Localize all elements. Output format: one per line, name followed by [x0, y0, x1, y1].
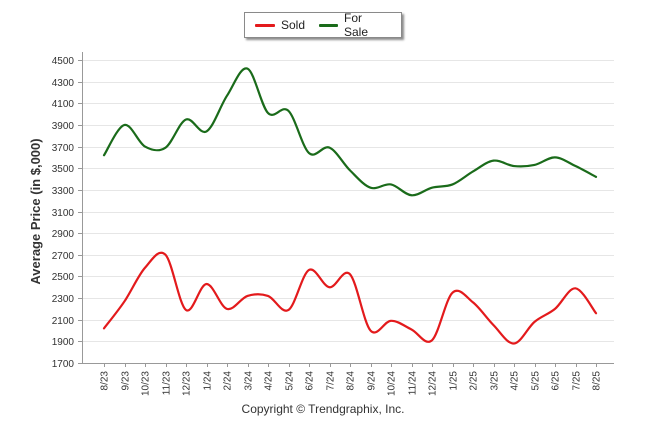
x-tick-label: 3/24 [244, 371, 255, 391]
x-tick-label: 8/24 [346, 371, 357, 391]
x-tick-label: 2/25 [469, 371, 480, 391]
y-tick-label: 2700 [52, 251, 75, 262]
x-tick-label: 5/25 [531, 371, 542, 391]
series-line-for-sale [102, 67, 598, 197]
x-tick-labels: 8/23 9/23 10/23 11/23 12/23 1/24 2/24 3/24 4/24 5… [100, 371, 603, 396]
y-tick-label: 2900 [52, 229, 75, 240]
y-tick-labels: 1700 1900 2100 2300 2500 2700 2900 3100 3300 3500… [52, 56, 75, 370]
y-tick-label: 3700 [52, 143, 75, 154]
x-tick-label: 3/25 [490, 371, 501, 391]
y-tick-label: 4300 [52, 78, 75, 89]
axes [78, 52, 614, 367]
x-tick-label: 6/25 [551, 371, 562, 391]
legend-label-sold: Sold [281, 18, 306, 32]
legend-label-for-sale: For Sale [344, 11, 369, 39]
y-tick-label: 4500 [52, 56, 75, 67]
y-tick-label: 2500 [52, 272, 75, 283]
x-tick-label: 4/24 [264, 371, 275, 391]
x-tick-label: 12/24 [428, 371, 439, 396]
x-tick-label: 11/23 [162, 371, 173, 396]
legend-item-for-sale[interactable]: For Sale [319, 11, 387, 39]
x-tick-label: 6/24 [305, 371, 316, 391]
grid-lines [82, 60, 614, 364]
legend-swatch-sold [255, 23, 275, 27]
x-tick-label: 8/25 [592, 371, 603, 391]
y-tick-label: 3100 [52, 208, 75, 219]
x-tick-label: 7/25 [572, 371, 583, 391]
y-tick-label: 4100 [52, 99, 75, 110]
x-tick-label: 8/23 [100, 371, 111, 391]
copyright-text: Copyright © Trendgraphix, Inc. [241, 402, 405, 416]
series-line-sold [102, 251, 598, 345]
y-tick-label: 2100 [52, 316, 75, 327]
x-tick-label: 5/24 [285, 371, 296, 391]
x-tick-label: 7/24 [326, 371, 337, 391]
x-tick-label: 1/24 [203, 371, 214, 391]
legend-swatch-for-sale [319, 23, 338, 27]
y-axis-label: Average Price (in $,000) [28, 138, 43, 284]
y-tick-label: 3500 [52, 164, 75, 175]
x-tick-label: 9/24 [367, 371, 378, 391]
x-tick-label: 2/24 [223, 371, 234, 391]
x-tick-label: 10/23 [141, 371, 152, 396]
x-tick-label: 1/25 [449, 371, 460, 391]
legend-item-sold[interactable]: Sold [255, 18, 305, 32]
x-tick-label: 4/25 [510, 371, 521, 391]
y-tick-label: 3300 [52, 186, 75, 197]
y-tick-label: 2300 [52, 294, 75, 305]
series-lines [102, 67, 598, 345]
y-tick-label: 1900 [52, 337, 75, 348]
x-tick-label: 12/23 [182, 371, 193, 396]
y-tick-label: 3900 [52, 121, 75, 132]
x-tick-label: 10/24 [387, 371, 398, 396]
x-tick-label: 9/23 [121, 371, 132, 391]
x-tick-label: 11/24 [408, 371, 419, 396]
legend: Sold For Sale [244, 11, 402, 39]
y-tick-label: 1700 [52, 359, 75, 370]
